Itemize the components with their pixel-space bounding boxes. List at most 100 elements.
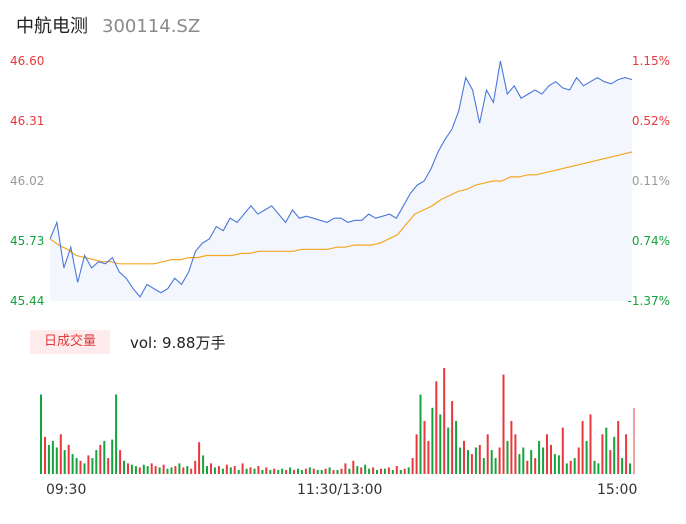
pct-tick-3: -0.11%	[627, 174, 670, 188]
volume-bar	[419, 394, 422, 474]
volume-bar	[142, 464, 145, 474]
volume-bar	[217, 466, 220, 474]
volume-bar	[411, 458, 414, 474]
volume-bar	[550, 444, 552, 475]
volume-bar	[621, 458, 624, 474]
volume-bar	[530, 450, 533, 474]
volume-bar	[158, 467, 161, 474]
volume-bar	[150, 463, 153, 474]
volume-bar	[249, 467, 252, 474]
volume-bar	[241, 463, 244, 474]
volume-bar	[478, 444, 481, 475]
volume-bar	[316, 470, 319, 474]
volume-bar	[470, 454, 473, 474]
volume-bar	[490, 450, 493, 474]
volume-bar	[356, 466, 359, 474]
volume-bar	[352, 460, 355, 475]
volume-bar	[194, 460, 197, 475]
volume-bar	[245, 468, 248, 474]
volume-bar	[289, 467, 292, 474]
volume-bar	[439, 414, 442, 474]
volume-bar	[154, 466, 157, 474]
volume-bar	[585, 440, 588, 474]
volume-bar	[75, 458, 78, 474]
volume-bar	[577, 447, 580, 474]
volume-bar	[178, 463, 181, 474]
volume-bar	[79, 460, 82, 475]
volume-bar	[107, 458, 110, 474]
price-tick-1: 46.60	[10, 54, 45, 68]
volume-bar	[261, 470, 264, 474]
volume-bar	[221, 468, 224, 474]
volume-bar	[55, 447, 58, 474]
volume-bar	[629, 463, 631, 474]
volume-bar	[557, 455, 560, 474]
volume-bar	[459, 447, 462, 474]
volume-bar	[542, 447, 545, 474]
volume-bar	[553, 454, 556, 474]
volume-bar	[427, 440, 430, 474]
pct-tick-1: 1.15%	[631, 54, 670, 68]
volume-bar	[324, 468, 327, 474]
volume-bar	[138, 467, 141, 474]
volume-bar	[71, 454, 74, 474]
volume-bar	[482, 458, 485, 474]
volume-bar	[162, 464, 165, 474]
volume-bar	[617, 421, 620, 474]
volume-bar	[399, 470, 402, 474]
volume-bar	[265, 467, 268, 474]
volume-bar	[387, 467, 390, 474]
volume-bar	[368, 468, 371, 474]
volume-bar	[625, 434, 628, 475]
volume-bar	[423, 421, 426, 474]
volume-bar	[273, 468, 276, 474]
price-tick-3: 46.02	[10, 174, 45, 188]
volume-bar	[210, 463, 212, 474]
volume-bar	[364, 464, 367, 474]
volume-bar	[455, 421, 458, 474]
volume-bar	[202, 455, 205, 474]
volume-bar	[115, 394, 118, 474]
time-tick-open: 09:30	[46, 482, 87, 498]
volume-bar	[443, 368, 446, 474]
volume-bar	[229, 467, 232, 474]
volume-bar	[407, 467, 410, 474]
volume-bar	[134, 466, 137, 474]
volume-bar	[344, 463, 347, 474]
price-tick-5: 45.44	[10, 294, 45, 308]
volume-bar	[320, 470, 323, 474]
volume-bar	[63, 450, 66, 474]
volume-bar	[99, 444, 102, 475]
volume-bar	[51, 440, 54, 474]
volume-bar	[40, 394, 42, 474]
volume-bar	[451, 401, 454, 474]
volume-bar	[415, 434, 418, 475]
volume-bar	[91, 458, 94, 474]
volume-bar	[581, 421, 584, 474]
volume-bar	[463, 440, 465, 474]
volume-bar	[257, 466, 260, 474]
volume-bar	[391, 470, 394, 474]
volume-badge[interactable]: 日成交量	[30, 330, 110, 354]
price-tick-4: 45.73	[10, 234, 45, 248]
price-tick-2: 46.31	[10, 114, 45, 128]
volume-bar	[237, 470, 240, 474]
volume-bar	[123, 460, 125, 475]
volume-bar	[146, 466, 149, 474]
volume-bar	[546, 434, 548, 475]
volume-bar	[360, 467, 363, 474]
volume-bar	[59, 434, 62, 475]
volume-bar	[613, 436, 616, 474]
volume-readout: vol: 9.88万手	[130, 334, 226, 352]
volume-bar	[383, 468, 386, 474]
time-tick-midday: 11:30/13:00	[297, 482, 383, 498]
volume-bar	[514, 434, 517, 475]
pct-tick-4: -0.74%	[627, 234, 670, 248]
volume-bar	[565, 463, 568, 474]
volume-bar	[170, 467, 173, 474]
volume-bar	[130, 464, 133, 474]
volume-bar	[589, 414, 592, 474]
volume-bar	[297, 468, 299, 474]
time-tick-close: 15:00	[597, 482, 638, 498]
volume-bar	[83, 463, 86, 474]
